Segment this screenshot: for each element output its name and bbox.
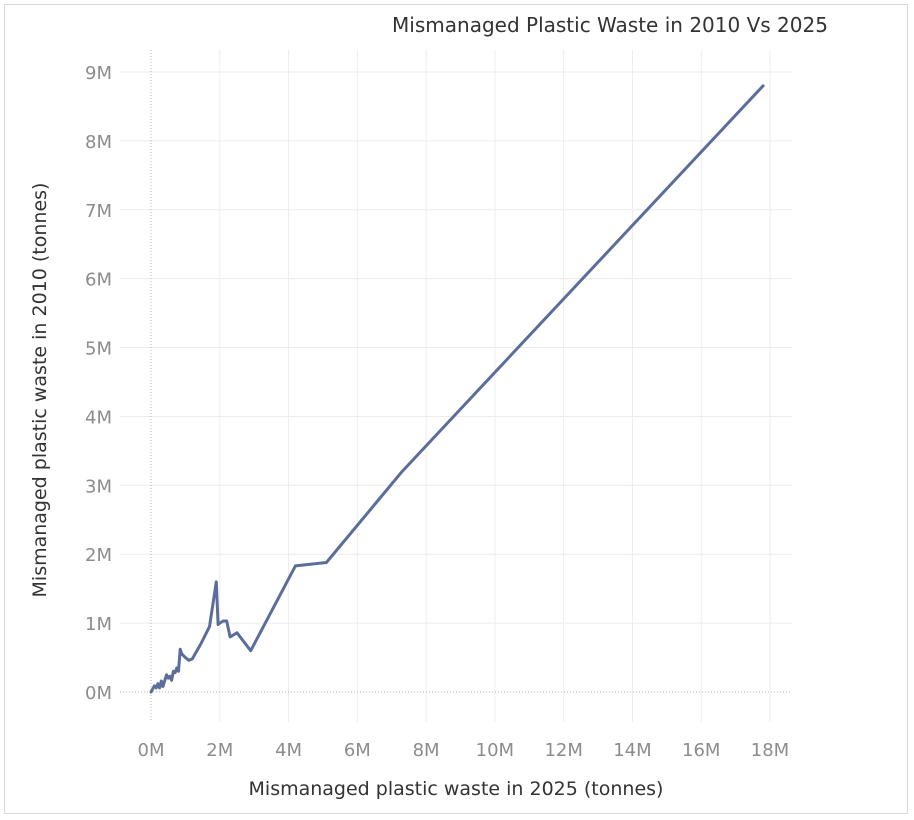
x-tick-label: 8M — [413, 740, 440, 761]
x-tick-label: 12M — [544, 740, 582, 761]
chart-frame — [4, 4, 908, 814]
y-axis-ticks: 0M 1M 2M 3M 4M 5M 6M 7M 8M 9M — [85, 63, 112, 704]
y-tick-label: 6M — [85, 270, 112, 291]
axes — [120, 50, 792, 722]
y-tick-label: 1M — [85, 614, 112, 635]
y-tick-label: 9M — [85, 63, 112, 84]
x-axis-label: Mismanaged plastic waste in 2025 (tonnes… — [248, 778, 664, 800]
series-line — [149, 84, 765, 694]
y-tick-label: 5M — [85, 339, 112, 360]
x-tick-label: 0M — [138, 740, 165, 761]
x-tick-label: 16M — [682, 740, 720, 761]
gridlines — [120, 50, 792, 722]
chart-title: Mismanaged Plastic Waste in 2010 Vs 2025 — [392, 13, 828, 37]
x-tick-label: 2M — [206, 740, 233, 761]
y-tick-label: 8M — [85, 132, 112, 153]
y-tick-label: 4M — [85, 407, 112, 428]
x-tick-label: 10M — [476, 740, 514, 761]
x-tick-label: 6M — [344, 740, 371, 761]
y-tick-label: 2M — [85, 545, 112, 566]
y-tick-label: 3M — [85, 476, 112, 497]
x-tick-label: 14M — [613, 740, 651, 761]
x-tick-label: 18M — [751, 740, 789, 761]
x-axis-ticks: 0M 2M 4M 6M 8M 10M 12M 14M 16M 18M — [138, 740, 790, 761]
x-tick-label: 4M — [275, 740, 302, 761]
y-tick-label: 0M — [85, 683, 112, 704]
y-tick-label: 7M — [85, 201, 112, 222]
